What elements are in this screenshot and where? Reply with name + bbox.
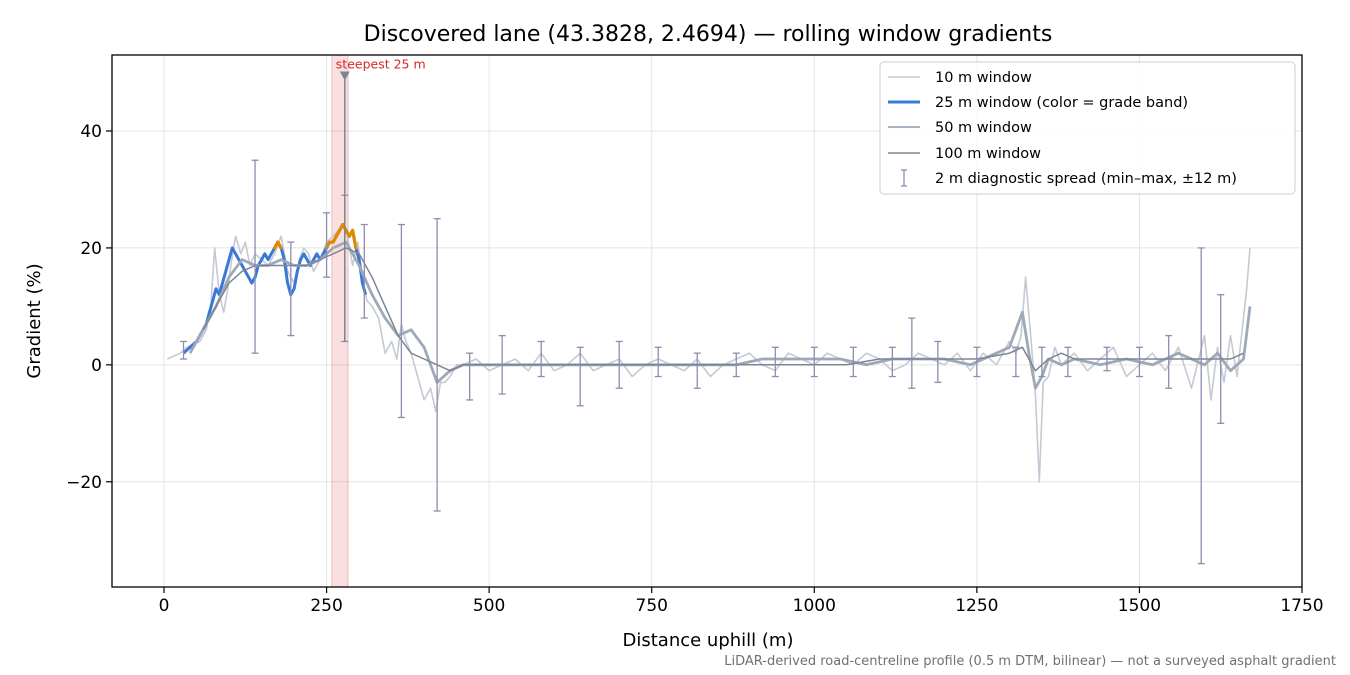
spread-bar <box>1165 334 1173 389</box>
steepest-annotation: steepest 25 m <box>336 56 426 71</box>
x-axis-ticks: 0 250 500 750 1000 1250 1500 1750 <box>159 587 1324 616</box>
y-tick-label: 40 <box>80 122 102 142</box>
series-line-1 <box>166 223 1251 483</box>
steepest-band <box>331 54 349 588</box>
spread-bar <box>433 218 441 512</box>
y-tick-label: 20 <box>80 239 102 259</box>
legend-label: 50 m window <box>935 120 1032 136</box>
x-tick-label: 0 <box>159 596 170 616</box>
plot-frame <box>111 54 1303 588</box>
diagnostic-spread-bars <box>180 159 1225 565</box>
legend-label: 10 m window <box>935 70 1032 86</box>
legend: 10 m window 25 m window (color = grade ba… <box>879 61 1296 195</box>
steep-band-segment <box>276 240 283 250</box>
spread-bar <box>888 346 896 378</box>
steepest-highlight <box>331 54 349 588</box>
steep-band-segment <box>351 228 358 250</box>
spread-bar <box>1064 346 1072 378</box>
legend-entry-1: 10 m window <box>888 70 1032 86</box>
spread-bar <box>1038 346 1046 378</box>
spread-bar <box>287 241 295 337</box>
series-line-4 <box>202 247 1244 372</box>
x-tick-label: 750 <box>636 596 668 616</box>
spread-bar <box>810 346 818 378</box>
legend-label: 25 m window (color = grade band) <box>935 95 1188 111</box>
spread-bar <box>180 340 188 360</box>
y-tick-label: −20 <box>66 473 102 493</box>
x-tick-label: 1250 <box>955 596 998 616</box>
spread-bar <box>1135 346 1143 378</box>
footnote: LiDAR-derived road-centreline profile (0… <box>724 654 1336 669</box>
spread-bar <box>934 340 942 384</box>
spread-bar <box>1103 346 1111 372</box>
y-tick-label: 0 <box>91 356 102 376</box>
spread-bar <box>1012 346 1020 378</box>
spread-bar <box>973 346 981 378</box>
x-tick-label: 1500 <box>1118 596 1161 616</box>
series-lines <box>166 222 1252 483</box>
legend-box <box>879 61 1296 195</box>
spread-bar <box>908 317 916 389</box>
spread-bar <box>615 340 623 389</box>
spread-bar <box>466 352 474 401</box>
spread-bar <box>576 346 584 407</box>
spread-bar <box>251 159 259 354</box>
spread-bar <box>1217 294 1225 424</box>
x-tick-label: 250 <box>310 596 342 616</box>
spread-bar <box>732 352 740 378</box>
steepest-marker-group: steepest 25 m <box>336 56 426 342</box>
legend-label: 100 m window <box>935 146 1041 162</box>
x-tick-label: 500 <box>473 596 505 616</box>
spread-bar <box>654 346 662 378</box>
x-tick-label: 1750 <box>1280 596 1323 616</box>
y-axis-ticks: −20 0 20 40 <box>66 122 112 493</box>
spread-bar <box>360 223 368 319</box>
spread-bar <box>498 334 506 395</box>
spread-bar <box>323 212 331 278</box>
steepest-marker-triangle <box>339 71 350 81</box>
legend-entry-4: 100 m window <box>888 146 1041 162</box>
spread-bar <box>537 340 545 378</box>
spread-bar <box>771 346 779 378</box>
legend-entry-3: 50 m window <box>888 120 1032 136</box>
legend-label: 2 m diagnostic spread (min–max, ±12 m) <box>935 171 1237 187</box>
x-tick-label: 1000 <box>793 596 836 616</box>
spread-bar <box>1197 247 1205 565</box>
spread-bar <box>693 352 701 389</box>
y-axis-label: Gradient (%) <box>24 263 45 378</box>
spread-bar <box>397 223 405 419</box>
legend-entry-spread: 2 m diagnostic spread (min–max, ±12 m) <box>901 169 1237 187</box>
x-axis-label: Distance uphill (m) <box>623 630 794 651</box>
chart-title: Discovered lane (43.3828, 2.4694) — roll… <box>364 22 1053 47</box>
spread-bar <box>849 346 857 378</box>
legend-entry-2: 25 m window (color = grade band) <box>888 95 1188 111</box>
